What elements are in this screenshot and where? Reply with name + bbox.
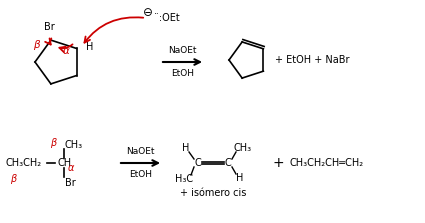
Text: CH: CH	[57, 158, 71, 168]
Text: $\alpha$: $\alpha$	[62, 46, 71, 56]
Text: NaOEt: NaOEt	[168, 46, 197, 55]
Text: Br: Br	[65, 178, 76, 188]
Text: H₃C: H₃C	[175, 174, 193, 184]
Text: CH₃: CH₃	[234, 143, 252, 153]
Text: H: H	[236, 173, 244, 183]
Text: C: C	[225, 158, 231, 168]
Text: CH₃CH₂CH═CH₂: CH₃CH₂CH═CH₂	[290, 158, 364, 168]
Text: H: H	[182, 143, 190, 153]
Text: C: C	[195, 158, 201, 168]
Text: ⊖: ⊖	[143, 6, 153, 19]
Text: EtOH: EtOH	[171, 69, 194, 78]
Text: ¨:OEt: ¨:OEt	[154, 13, 180, 23]
Text: NaOEt: NaOEt	[126, 147, 155, 156]
Text: + EtOH + NaBr: + EtOH + NaBr	[275, 55, 349, 65]
Text: $\beta$: $\beta$	[10, 172, 18, 186]
Text: CH₃: CH₃	[65, 140, 83, 150]
Text: + isómero cis: + isómero cis	[180, 188, 246, 198]
Text: $\beta$: $\beta$	[50, 136, 58, 150]
Text: +: +	[272, 156, 284, 170]
Text: H: H	[85, 42, 93, 52]
Text: CH₃CH₂: CH₃CH₂	[5, 158, 41, 168]
Text: Br: Br	[43, 22, 54, 32]
Text: $\beta$: $\beta$	[33, 38, 41, 52]
Text: $\alpha$: $\alpha$	[67, 163, 75, 173]
Text: EtOH: EtOH	[129, 170, 152, 179]
